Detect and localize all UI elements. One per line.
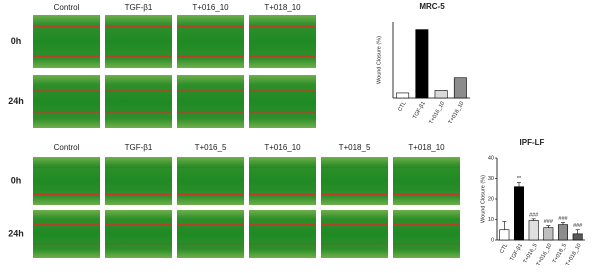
micrograph — [321, 157, 388, 205]
x-tick-label: TGF-β1 — [412, 101, 427, 121]
micrograph — [249, 210, 316, 258]
column-label: T+018_5 — [339, 143, 371, 152]
x-tick-label: T+018_10 — [448, 101, 466, 126]
micrograph — [249, 75, 316, 128]
x-tick-label: T+016_10 — [428, 101, 446, 126]
bar — [572, 233, 583, 241]
chart-title: IPF-LF — [520, 138, 545, 147]
micrograph — [33, 210, 100, 258]
column-label: TGF-β1 — [125, 3, 153, 12]
micrograph — [249, 15, 316, 68]
column-label: Control — [54, 3, 80, 12]
x-tick-label: CTL — [397, 101, 407, 113]
bar — [558, 224, 568, 241]
row-label: 24h — [8, 228, 24, 238]
significance: ### — [558, 216, 568, 222]
x-tick-label: T+016_10 — [536, 243, 554, 268]
micrograph — [321, 210, 388, 258]
column-label: T+016_10 — [192, 3, 229, 12]
significance: ### — [544, 219, 554, 225]
micrograph — [393, 157, 460, 205]
y-tick-label: 30 — [488, 176, 494, 182]
y-tick-label: 10 — [488, 217, 494, 223]
y-tick-label: 20 — [488, 196, 494, 202]
bar — [453, 77, 467, 99]
micrograph — [177, 157, 244, 205]
micrograph — [177, 75, 244, 128]
column-label: T+018_10 — [264, 3, 301, 12]
micrograph — [105, 15, 172, 68]
micrograph — [33, 75, 100, 128]
column-label: T+016_5 — [195, 143, 227, 152]
chart-title: MRC-5 — [419, 2, 445, 11]
significance: ### — [573, 223, 583, 229]
x-tick-label: TGF-β1 — [509, 243, 524, 263]
bar — [543, 227, 554, 241]
column-label: T+016_10 — [264, 143, 301, 152]
micrograph — [105, 75, 172, 128]
x-tick-label: T+018_10 — [565, 243, 583, 268]
micrograph — [177, 15, 244, 68]
bar — [514, 186, 524, 241]
micrograph — [105, 210, 172, 258]
significance: ### — [529, 212, 539, 218]
row-label: 0h — [11, 36, 22, 46]
row-label: 24h — [8, 96, 24, 106]
significance: ** — [517, 176, 522, 182]
y-tick-label: 40 — [488, 155, 494, 161]
bar — [396, 92, 410, 99]
bar — [528, 220, 539, 241]
micrograph — [393, 210, 460, 258]
column-label: TGF-β1 — [125, 143, 153, 152]
y-axis-label: Wound Closure (%) — [376, 36, 382, 84]
micrograph — [249, 157, 316, 205]
x-tick-label: CTL — [499, 243, 509, 255]
micrograph — [105, 157, 172, 205]
bar — [415, 29, 429, 99]
micrograph — [177, 210, 244, 258]
micrograph — [33, 157, 100, 205]
bar — [434, 90, 448, 99]
bar — [499, 229, 510, 241]
y-tick-label: 0 — [491, 237, 494, 243]
y-axis-label: Wound Closure (%) — [480, 175, 486, 223]
micrograph — [33, 15, 100, 68]
column-label: T+018_10 — [408, 143, 445, 152]
row-label: 0h — [11, 175, 22, 185]
column-label: Control — [54, 143, 80, 152]
